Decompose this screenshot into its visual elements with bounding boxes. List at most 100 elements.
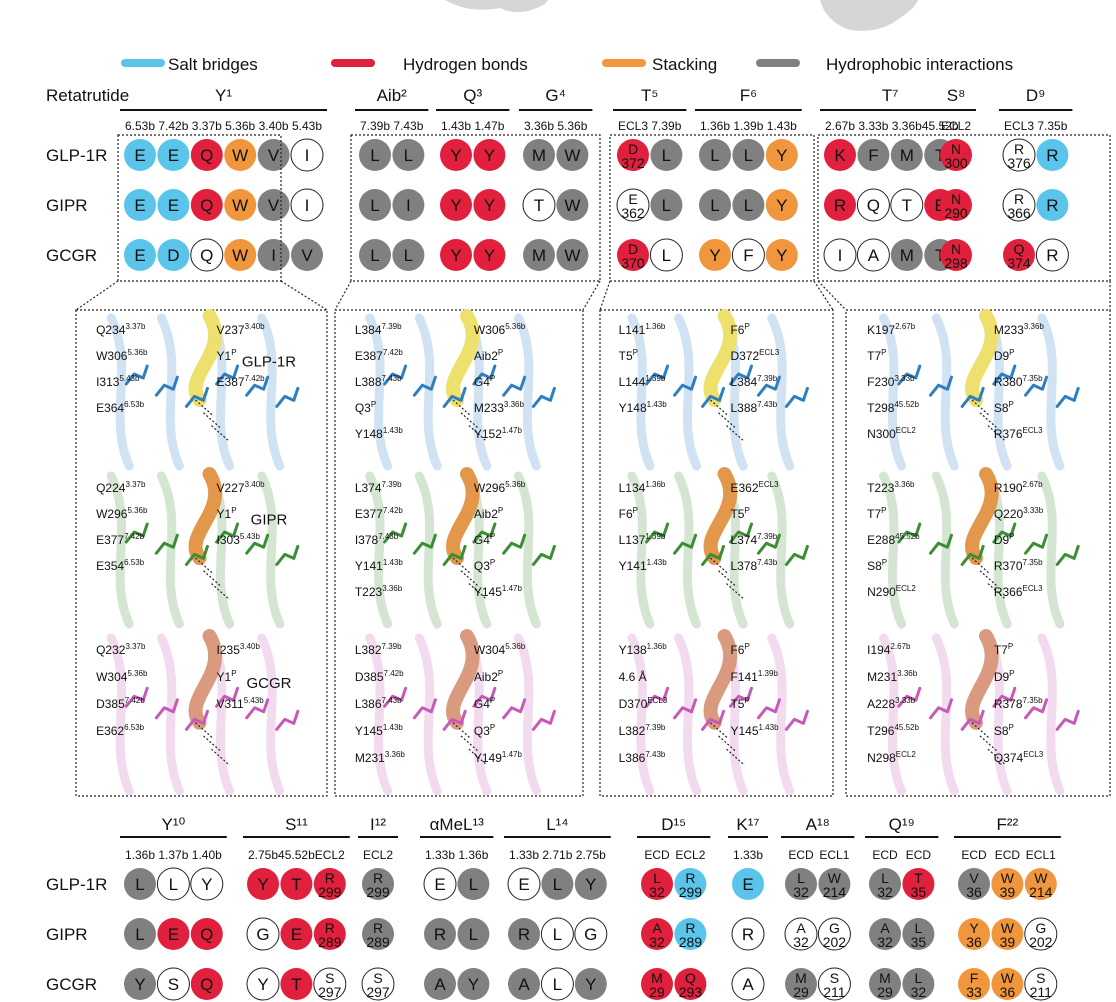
panel-3-gcgr-receptor-helix-0	[879, 633, 907, 796]
panel-2-gcgr-peptide-helix	[703, 629, 738, 730]
bottom-position-0-2: 1.40b	[192, 848, 222, 862]
bottom-residue-5-2-0: M29	[641, 968, 673, 1000]
panel-1-gcgr-side-chain-1	[412, 698, 437, 720]
bottom-residue-0-1-1-letter: E	[168, 925, 179, 944]
top-residue-6-1-2-letter: T	[902, 196, 912, 215]
panel-2-gipr-side-chain-2	[701, 544, 726, 566]
top-residue-8-0-0-circle	[1002, 138, 1036, 172]
top-residue-0-1-0-circle	[124, 189, 156, 221]
bottom-residue-7-2-1-number: 211	[823, 984, 846, 1000]
bottom-residue-3-1-0: R	[424, 918, 456, 950]
top-residue-7-0-0: N300	[940, 139, 972, 171]
top-residue-2-2-0-circle	[440, 239, 472, 271]
panel-1-gipr-label-1: W2965.36b	[474, 480, 526, 495]
bottom-residue-8-0-0-circle	[869, 868, 901, 900]
top-residue-0-0-2: Q	[190, 139, 223, 171]
top-residue-0-2-4: I	[257, 239, 290, 271]
top-residue-6-1-0-circle	[824, 189, 856, 221]
top-group-title-5: F⁶	[740, 86, 757, 105]
top-residue-7-0-0-letter: N	[951, 141, 961, 157]
bottom-residue-6-0-0-letter: E	[742, 875, 753, 894]
top-residue-4-0-0-letter: D	[628, 141, 638, 157]
panel-0-gipr-label-2: V2273.40b	[217, 480, 266, 495]
bottom-residue-2-0-0-circle	[362, 868, 394, 900]
panel-1-glp1r-side-chain-4	[502, 375, 527, 397]
panel-0-glp1r-label-5: I3135.43b	[96, 374, 140, 389]
top-residue-1-1-0-circle	[359, 189, 391, 221]
panel-0-gipr-receptor-helix-1	[156, 471, 184, 629]
top-residue-5-2-0-circle	[699, 239, 731, 271]
panel-3-gcgr-label-1: T7P	[994, 642, 1013, 657]
top-residue-3-1-1-circle	[556, 189, 589, 221]
table-box-2	[609, 134, 815, 282]
top-residue-5-0-0: L	[699, 139, 731, 171]
bottom-position-8-0: ECD	[872, 848, 898, 862]
panel-1-gcgr-label-5: G4P	[474, 696, 495, 711]
top-residue-3-2-1-letter: W	[564, 246, 580, 265]
bottom-residue-7-0-0-letter: L	[797, 870, 805, 886]
panel-1-gcgr-label-1: W3045.36b	[474, 642, 526, 657]
top-position-0-5: 5.43b	[292, 119, 322, 133]
top-residue-5-1-2: Y	[765, 189, 798, 221]
panel-3-glp1r-label-7: S8P	[994, 400, 1014, 415]
bottom-residue-9-0-1-number: 39	[1000, 884, 1016, 900]
panel-2-gipr-label-6: Y1411.43b	[619, 558, 668, 573]
panel-3-glp1r-label-8: N300ECL2	[867, 426, 916, 441]
panel-0-glp1r-peptide-helix	[188, 309, 223, 407]
panel-0-glp1r-label-1: Q2343.37b	[96, 322, 146, 337]
top-residue-8-0-0-letter: R	[1014, 141, 1024, 157]
top-residue-7-0-0-number: 300	[944, 155, 968, 171]
panel-1-gipr-receptor-helix-1	[414, 471, 442, 629]
bottom-residue-9-2-1-letter: W	[1001, 970, 1015, 986]
top-residue-7-0-0-circle	[940, 139, 972, 171]
top-residue-8-1-0: R366	[1002, 188, 1036, 222]
bottom-residue-1-2-2-number: 297	[318, 984, 342, 1000]
top-residue-6-1-1-letter: Q	[867, 196, 880, 215]
panel-2-gcgr-receptor-helix-3	[767, 633, 795, 796]
panel-3-glp1r-side-chain-0	[897, 364, 922, 386]
bottom-residue-8-1-1: L35	[902, 918, 935, 950]
bottom-residue-1-2-1-letter: T	[291, 975, 301, 994]
top-position-2-1: 1.47b	[474, 119, 504, 133]
bottom-group-title-8: Q¹⁹	[889, 815, 915, 834]
table-box-1	[350, 134, 601, 282]
bottom-residue-3-2-1: Y	[457, 968, 490, 1000]
top-residue-0-1-2-letter: Q	[200, 196, 213, 215]
top-residue-4-2-0-letter: D	[628, 241, 638, 257]
panel-3-gipr: T2233.36b R1902.67b T7P Q2203.33b E28845.52b…	[867, 467, 1080, 629]
top-residue-4-1-0-number: 362	[621, 205, 645, 221]
panel-3-gipr-label-7: R3707.35b	[994, 558, 1043, 573]
panel-0-gipr-side-chain-3	[215, 522, 240, 544]
top-residue-0-0-4-letter: V	[268, 146, 280, 165]
top-residue-5-1-2-circle	[765, 189, 798, 221]
panel-2-gipr-hbond-2	[726, 583, 745, 601]
panel-0-gipr-receptor-name: GIPR	[251, 511, 288, 528]
panel-3-gcgr-side-chain-3	[992, 686, 1017, 708]
bottom-group-title-6: K¹⁷	[736, 815, 759, 834]
bottom-residue-5-2-1-number: 293	[679, 984, 703, 1000]
bottom-residue-9-1-1-letter: W	[1001, 920, 1015, 936]
panel-1-gcgr-receptor-helix-0	[365, 633, 393, 796]
bottom-residue-4-1-1: L	[540, 917, 574, 951]
top-residue-0-1-0: E	[124, 189, 156, 221]
bottom-residue-0-1-0-circle	[124, 918, 156, 950]
bottom-residue-9-0-0-circle	[958, 868, 990, 900]
bottom-residue-0-2-0-letter: Y	[134, 975, 145, 994]
bottom-residue-8-1-0-circle	[869, 918, 901, 950]
bottom-residue-3-0-0-letter: E	[434, 875, 445, 894]
bottom-residue-9-1-2-letter: G	[1035, 920, 1046, 936]
panel-0-glp1r-receptor-helix-1	[156, 313, 184, 471]
bottom-residue-1-2-0: Y	[246, 967, 280, 1001]
bottom-row-label-2: GCGR	[46, 975, 97, 994]
panel-0-gipr-hbond-1	[203, 570, 222, 588]
top-residue-5-1-1: L	[732, 189, 765, 221]
bottom-residue-4-2-1: L	[540, 967, 574, 1001]
bottom-residue-0-2-2: Q	[190, 968, 223, 1000]
bottom-group-title-7: A¹⁸	[806, 815, 830, 834]
top-group-title-4: T⁵	[641, 86, 658, 105]
panel-3-gipr-label-6: S8P	[867, 558, 887, 573]
panel-2-glp1r-label-0: L1411.36b	[619, 322, 666, 337]
top-residue-8-2-0: Q374	[1003, 239, 1035, 271]
